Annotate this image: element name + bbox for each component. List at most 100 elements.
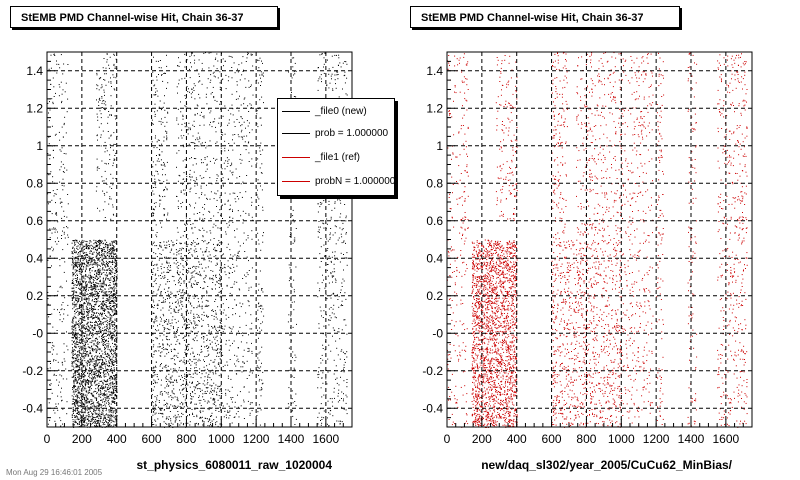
data-point bbox=[213, 336, 215, 338]
data-point bbox=[152, 229, 154, 231]
data-point bbox=[87, 263, 89, 265]
data-point bbox=[103, 89, 105, 91]
data-point bbox=[106, 295, 108, 297]
data-point bbox=[151, 424, 153, 426]
data-point bbox=[93, 374, 95, 376]
data-point bbox=[197, 424, 199, 426]
data-point bbox=[67, 243, 69, 245]
data-point bbox=[76, 297, 78, 299]
data-point bbox=[107, 116, 109, 118]
data-point bbox=[189, 374, 191, 375]
data-point bbox=[75, 353, 76, 355]
data-point bbox=[72, 240, 74, 242]
data-point bbox=[94, 367, 96, 369]
data-point bbox=[104, 288, 106, 290]
data-point bbox=[67, 304, 69, 306]
data-point bbox=[97, 277, 99, 279]
data-point bbox=[91, 370, 92, 372]
data-point bbox=[110, 419, 112, 421]
data-point bbox=[94, 293, 96, 295]
data-point bbox=[72, 247, 74, 249]
data-point bbox=[219, 278, 221, 280]
data-point bbox=[108, 360, 109, 362]
data-point bbox=[104, 101, 106, 103]
data-point bbox=[99, 275, 101, 277]
data-point bbox=[86, 254, 87, 256]
data-point bbox=[74, 333, 76, 335]
data-point bbox=[161, 408, 163, 410]
data-point bbox=[100, 117, 102, 119]
data-point bbox=[74, 331, 76, 333]
data-point bbox=[107, 348, 109, 350]
data-point bbox=[85, 284, 87, 286]
data-point bbox=[79, 328, 80, 330]
data-point bbox=[166, 137, 168, 139]
data-point bbox=[86, 365, 88, 367]
data-point bbox=[95, 293, 97, 295]
data-point bbox=[83, 290, 85, 291]
data-point bbox=[100, 284, 102, 286]
data-point bbox=[152, 166, 154, 168]
data-point bbox=[76, 303, 78, 305]
data-point bbox=[195, 248, 197, 250]
data-point bbox=[165, 418, 167, 420]
data-point bbox=[87, 343, 89, 345]
data-point bbox=[174, 349, 176, 351]
data-point bbox=[189, 414, 190, 415]
data-point bbox=[170, 358, 172, 360]
data-point bbox=[98, 244, 100, 246]
data-point bbox=[170, 420, 172, 422]
data-point bbox=[72, 295, 74, 297]
data-point bbox=[194, 266, 196, 268]
data-point bbox=[175, 249, 177, 251]
data-point bbox=[88, 255, 90, 257]
data-point bbox=[184, 375, 186, 377]
data-point bbox=[93, 419, 95, 420]
data-point bbox=[84, 288, 86, 290]
data-point bbox=[101, 411, 103, 413]
data-point bbox=[220, 349, 222, 351]
data-point bbox=[51, 125, 53, 127]
data-point bbox=[196, 179, 198, 181]
data-point bbox=[172, 245, 174, 247]
data-point bbox=[78, 306, 80, 308]
data-point bbox=[79, 322, 81, 324]
data-point bbox=[211, 326, 213, 327]
data-point bbox=[97, 414, 99, 416]
data-point bbox=[181, 375, 182, 377]
data-point bbox=[75, 402, 77, 404]
data-point bbox=[193, 313, 195, 315]
data-point bbox=[72, 334, 74, 336]
data-point bbox=[114, 376, 116, 378]
data-point bbox=[166, 262, 167, 264]
data-point bbox=[105, 283, 107, 285]
data-point bbox=[106, 253, 108, 255]
data-point bbox=[86, 402, 88, 404]
data-point bbox=[87, 309, 89, 311]
data-point bbox=[110, 309, 112, 310]
data-point bbox=[83, 365, 84, 367]
data-point bbox=[165, 186, 167, 188]
data-point bbox=[83, 335, 85, 336]
data-point bbox=[90, 399, 92, 401]
data-point bbox=[107, 265, 108, 267]
data-point bbox=[187, 243, 189, 245]
data-point bbox=[77, 350, 79, 352]
data-point bbox=[104, 349, 106, 351]
data-point bbox=[211, 333, 213, 335]
data-point bbox=[82, 411, 84, 413]
data-point bbox=[116, 378, 118, 380]
data-point bbox=[87, 407, 89, 409]
data-point bbox=[79, 392, 81, 394]
data-point bbox=[114, 299, 116, 301]
data-point bbox=[191, 382, 193, 384]
data-point bbox=[207, 354, 209, 356]
data-point bbox=[110, 351, 112, 353]
data-point bbox=[157, 378, 159, 380]
data-point bbox=[61, 238, 62, 239]
data-point bbox=[88, 311, 90, 313]
data-point bbox=[103, 372, 105, 374]
data-point bbox=[75, 365, 77, 367]
data-point bbox=[115, 418, 117, 420]
data-point bbox=[115, 269, 117, 271]
